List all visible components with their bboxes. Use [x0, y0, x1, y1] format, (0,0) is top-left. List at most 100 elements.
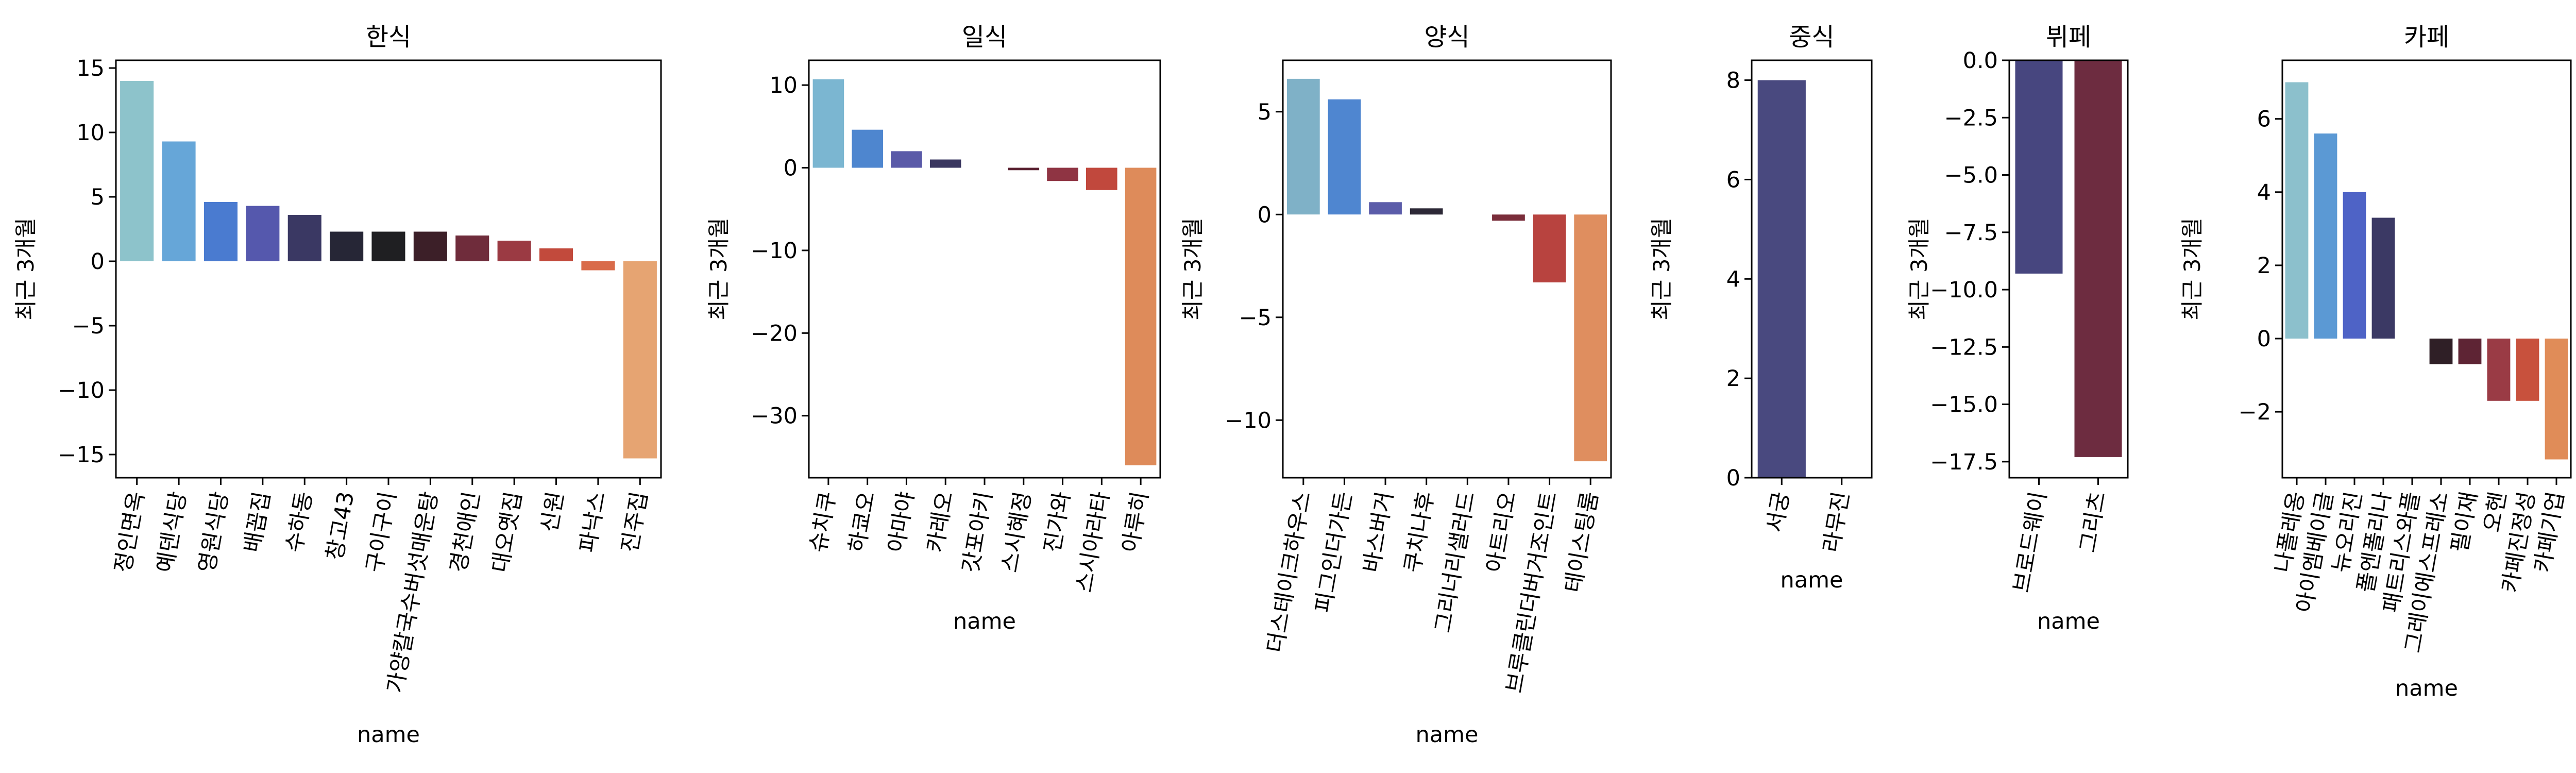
y-tick-label: −15	[58, 442, 105, 468]
y-tick-label: −15.0	[1930, 392, 1998, 418]
axes-frame	[1282, 59, 1612, 479]
y-tick-label: −30	[751, 404, 798, 429]
y-tick-label: 10	[76, 120, 105, 146]
bar-바스버거	[1369, 202, 1402, 215]
chart-title: 뷔페	[2046, 23, 2091, 52]
x-tick-label: 진가와	[1040, 490, 1076, 554]
y-axis-label: 최근 3개월	[1649, 217, 1675, 320]
chart-panel: −30 −20 −10 0 10 슈치쿠 하쿄오 아마야 카레오 갓포아키 스시혜정 진가와스시아라타…	[706, 23, 1161, 634]
x-tick-label: 스시아라타	[1072, 490, 1115, 594]
bar-창고43	[330, 231, 364, 261]
bar-아루히	[1125, 167, 1157, 465]
bar-신원	[539, 248, 573, 261]
bar-진가와	[1047, 167, 1078, 181]
bar-서궁	[1757, 80, 1806, 478]
bar-파낙스	[581, 261, 615, 271]
x-tick-label: 그리츠	[2075, 490, 2111, 554]
bar-영원식당	[204, 202, 238, 261]
bar-진주집	[623, 261, 657, 459]
bar-더스테이크하우스	[1287, 78, 1320, 215]
x-tick-label: 아트리오	[1482, 490, 1521, 575]
bar-정인면옥	[120, 81, 154, 261]
x-axis-label: name	[953, 609, 1016, 634]
x-axis-label: name	[357, 722, 420, 748]
y-tick-label: 5	[91, 184, 105, 210]
axes-frame	[115, 59, 662, 479]
x-tick-label: 배꼽집	[240, 490, 276, 554]
x-tick-label: 예덴식당	[152, 490, 192, 575]
y-tick-label: −5.0	[1944, 163, 1998, 189]
chart-title: 카페	[2404, 23, 2449, 52]
bar-경천애인	[455, 236, 489, 261]
y-tick-label: 0.0	[1963, 48, 1998, 74]
y-tick-label: −7.5	[1944, 220, 1998, 246]
y-tick-label: 0	[1726, 465, 1740, 491]
bar-슈치쿠	[812, 79, 844, 168]
y-tick-label: −2	[2239, 399, 2271, 425]
bar-필이재	[2458, 339, 2482, 364]
bar-나폴레옹	[2285, 82, 2309, 339]
x-tick-label: 경천애인	[446, 490, 485, 575]
bar-오헨	[2487, 339, 2511, 401]
x-axis-label: name	[2037, 609, 2100, 634]
x-tick-label: 진주집	[617, 490, 653, 554]
bar-뉴오리진	[2343, 192, 2366, 339]
bar-카페기업	[2545, 339, 2568, 460]
y-axis-label: 최근 3개월	[1180, 217, 1206, 320]
bar-아이엠베이글	[2314, 133, 2337, 339]
y-tick-label: −5	[1239, 305, 1272, 331]
x-tick-label: 더스테이크하우스	[1262, 490, 1316, 654]
x-tick-label: 그리너리샐러드	[1430, 490, 1480, 634]
y-tick-label: 10	[769, 73, 798, 98]
y-tick-label: −2.5	[1944, 105, 1998, 131]
bar-쿠치나후	[1410, 208, 1443, 215]
bar-아트리오	[1492, 214, 1525, 221]
y-tick-label: 5	[1258, 99, 1272, 125]
bar-카페진정성	[2516, 339, 2539, 401]
bar-테이스팅룸	[1574, 214, 1607, 462]
bar-브로드웨이	[2015, 60, 2063, 274]
y-axis-label: 최근 3개월	[13, 217, 39, 320]
chart-title: 양식	[1424, 23, 1469, 52]
x-tick-label: 테이스팅룸	[1560, 490, 1603, 594]
bar-구이구이	[371, 231, 405, 261]
bar-그레이에스프레소	[2429, 339, 2453, 364]
axes-frame	[808, 59, 1161, 479]
chart-panel: −20246나폴레옹아이엠베이글뉴오리진폴엔폴리나패트리스와플그레이에스프레소필…	[2180, 23, 2572, 701]
y-axis-label: 최근 3개월	[706, 217, 732, 320]
bar-스시혜정	[1008, 167, 1040, 171]
x-tick-label: 창고43	[322, 490, 359, 562]
x-tick-label: 아루히	[1117, 490, 1154, 554]
x-axis-label: name	[1416, 722, 1479, 748]
chart-title: 한식	[366, 23, 411, 52]
bar-아마야	[891, 151, 922, 168]
y-tick-label: 2	[2257, 253, 2271, 279]
y-tick-label: −10	[1225, 408, 1272, 433]
bar-예덴식당	[162, 141, 196, 261]
axes-frame	[2008, 59, 2129, 479]
bar-그리츠	[2074, 60, 2122, 457]
axes-frame	[2281, 59, 2572, 479]
x-axis-label: name	[1781, 567, 1843, 593]
y-tick-label: 6	[2257, 107, 2271, 132]
x-tick-label: 갓포아키	[958, 490, 997, 575]
bar-폴엔폴리나	[2371, 217, 2395, 339]
chart-panel: −15 −10 −5 0 5 10 15 정인면옥 예덴식당 영원식당 배꼽집 수하동 창고43 구이구이…	[13, 23, 662, 748]
y-axis-label: 최근 3개월	[2180, 217, 2206, 320]
x-tick-label: 서궁	[1762, 490, 1794, 534]
x-tick-label: 구이구이	[362, 490, 401, 575]
y-tick-label: 4	[1726, 266, 1740, 292]
chart-panel: −17.5 −15.0 −12.5 −10.0 −7.5 −5.0 −2.5 0.0 브로드웨이…	[1907, 23, 2129, 634]
x-tick-label: 영원식당	[194, 490, 234, 575]
y-tick-label: −20	[751, 321, 798, 346]
x-tick-label: 슈치쿠	[805, 490, 841, 554]
y-tick-label: 2	[1726, 366, 1740, 392]
y-tick-label: −5	[72, 313, 105, 339]
bar-피그인더가든	[1328, 99, 1361, 215]
x-tick-label: 정인면옥	[110, 490, 150, 575]
bar-브루클린더버거조인트	[1533, 214, 1566, 282]
x-tick-label: 대오옛집	[487, 490, 527, 575]
x-tick-label: 라무진	[1819, 490, 1855, 554]
y-tick-label: −12.5	[1930, 334, 1998, 360]
